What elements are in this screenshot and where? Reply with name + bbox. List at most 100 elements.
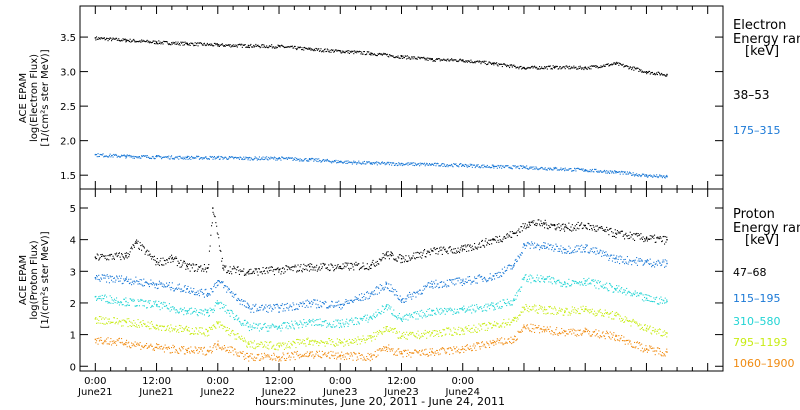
electron-data-point — [401, 57, 403, 59]
proton-data-point — [503, 299, 505, 301]
proton-data-point — [108, 277, 110, 279]
electron-data-point — [162, 43, 164, 45]
proton-data-point — [659, 298, 661, 300]
proton-data-point — [393, 309, 395, 311]
proton-data-point — [499, 272, 501, 274]
proton-data-point — [378, 329, 380, 331]
electron-data-point — [295, 48, 297, 50]
electron-data-point — [481, 61, 483, 63]
proton-data-point — [466, 328, 468, 330]
proton-data-point — [437, 283, 439, 285]
electron-data-point — [482, 60, 484, 62]
proton-data-point — [657, 303, 659, 305]
proton-data-point — [586, 280, 588, 282]
proton-data-point — [223, 287, 225, 289]
proton-data-point — [496, 272, 498, 274]
proton-data-point — [467, 330, 469, 332]
proton-data-point — [152, 281, 154, 283]
electron-data-point — [176, 43, 178, 45]
electron-data-point — [612, 171, 614, 173]
proton-data-point — [124, 320, 126, 322]
proton-data-point — [340, 308, 342, 310]
electron-data-point — [463, 61, 465, 63]
electron-data-point — [573, 170, 575, 172]
proton-data-point — [298, 305, 300, 307]
proton-data-point — [571, 230, 573, 232]
electron-data-point — [448, 60, 450, 62]
electron-data-point — [129, 156, 131, 158]
proton-data-point — [588, 223, 590, 225]
electron-data-point — [441, 59, 443, 61]
electron-data-point — [419, 162, 421, 164]
electron-data-point — [572, 67, 574, 69]
electron-data-point — [392, 55, 394, 57]
electron-data-point — [248, 156, 250, 158]
proton-data-point — [388, 307, 390, 309]
electron-data-point — [101, 154, 103, 156]
proton-data-point — [141, 324, 143, 326]
proton-data-point — [473, 249, 475, 251]
proton-data-point — [144, 323, 146, 325]
electron-data-point — [642, 173, 644, 175]
proton-data-point — [586, 228, 588, 230]
electron-data-point — [223, 157, 225, 159]
proton-data-point — [613, 235, 615, 237]
electron-series-point — [94, 37, 97, 39]
proton-data-point — [596, 230, 598, 232]
electron-data-point — [325, 51, 327, 53]
electron-data-point — [204, 156, 206, 158]
proton-series-point — [370, 292, 372, 295]
proton-data-point — [435, 279, 437, 281]
proton-data-point — [461, 308, 463, 310]
electron-data-point — [163, 156, 165, 158]
proton-data-point — [436, 247, 438, 249]
proton-data-point — [373, 290, 375, 292]
electron-data-point — [193, 45, 195, 47]
proton-data-point — [577, 245, 579, 247]
proton-data-point — [125, 277, 127, 279]
proton-data-point — [469, 330, 471, 332]
proton-data-point — [190, 313, 192, 315]
proton-data-point — [358, 263, 360, 265]
proton-data-point — [368, 337, 370, 339]
electron-data-point — [337, 49, 339, 51]
proton-data-point — [114, 302, 116, 304]
proton-data-point — [395, 294, 397, 296]
proton-data-point — [601, 315, 603, 317]
electron-data-point — [451, 165, 453, 167]
electron-series-point — [94, 153, 97, 156]
proton-data-point — [351, 262, 353, 264]
proton-data-point — [513, 298, 515, 300]
proton-data-point — [390, 329, 392, 331]
electron-data-point — [387, 162, 389, 164]
proton-data-point — [522, 246, 524, 248]
proton-data-point — [160, 257, 162, 259]
proton-data-point — [373, 265, 375, 267]
electron-data-point — [373, 53, 375, 55]
electron-data-point — [263, 45, 265, 47]
proton-data-point — [642, 236, 644, 238]
proton-data-point — [550, 223, 552, 225]
proton-data-point — [286, 302, 288, 304]
proton-data-point — [444, 248, 446, 250]
proton-data-point — [422, 252, 424, 254]
electron-data-point — [416, 58, 418, 60]
proton-data-point — [341, 341, 343, 343]
proton-data-point — [656, 261, 658, 263]
proton-data-point — [388, 331, 390, 333]
electron-data-point — [462, 60, 464, 62]
proton-data-point — [610, 312, 612, 314]
electron-data-point — [610, 170, 612, 172]
proton-data-point — [440, 332, 442, 334]
electron-data-point — [208, 158, 210, 160]
proton-data-point — [466, 308, 468, 310]
proton-data-point — [625, 294, 627, 296]
proton-data-point — [233, 317, 235, 319]
proton-data-point — [133, 246, 135, 248]
proton-data-point — [295, 308, 297, 310]
electron-data-point — [270, 156, 272, 158]
proton-data-point — [526, 224, 528, 226]
electron-data-point — [434, 60, 436, 62]
proton-data-point — [231, 311, 233, 313]
proton-data-point — [640, 324, 642, 326]
